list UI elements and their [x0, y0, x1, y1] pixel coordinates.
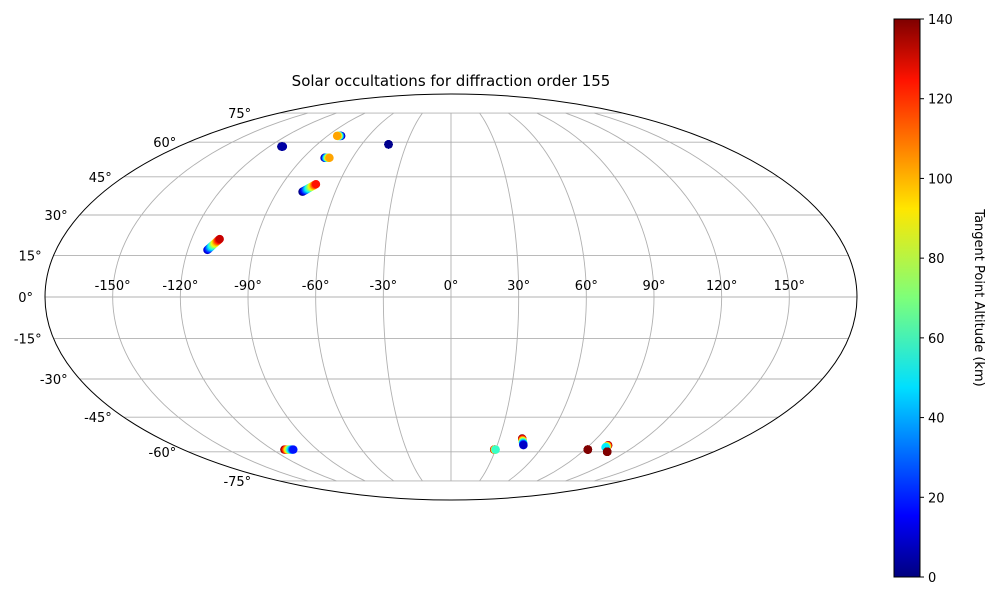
longitude-tick-label: -60°	[302, 279, 330, 294]
longitude-tick-label: 30°	[507, 279, 530, 294]
graticule	[45, 112, 857, 482]
occultation-point	[602, 447, 612, 456]
latitude-tick-label: 75°	[228, 107, 251, 122]
occultation-point	[332, 131, 342, 141]
occultation-point	[519, 441, 528, 450]
longitude-tick-label: -120°	[162, 279, 198, 294]
longitude-tick-label: 120°	[706, 279, 737, 294]
colorbar-tick-label: 120	[928, 93, 953, 108]
latitude-tick-label: 30°	[45, 209, 68, 224]
chart-title: Solar occultations for diffraction order…	[292, 72, 611, 90]
longitude-tick-label: -30°	[369, 279, 397, 294]
latitude-tick-label: 0°	[18, 291, 33, 306]
colorbar-tick-label: 0	[928, 571, 936, 586]
occultation-point	[278, 142, 288, 151]
longitude-tick-label: -90°	[234, 279, 262, 294]
latitude-tick-label: -30°	[40, 373, 68, 388]
occultation-point	[384, 140, 393, 149]
longitude-tick-label: 0°	[444, 279, 459, 294]
tick-labels: -150° -120° -90° -60° -30° 0° 30° 60° 90° 120° 150…	[14, 107, 805, 490]
colorbar-gradient	[893, 18, 921, 578]
occultation-tracks	[203, 131, 613, 456]
colorbar-label: Tangent Point Altitude (km)	[971, 208, 986, 386]
occultation-point	[325, 153, 334, 163]
latitude-tick-label: 15°	[19, 249, 42, 264]
colorbar-tick-label: 40	[928, 412, 945, 427]
colorbar-ticks: 0 20 40 60 80 100 120 140	[920, 13, 953, 586]
colorbar-tick-label: 20	[928, 491, 945, 506]
latitude-tick-label: 60°	[153, 136, 176, 151]
occultation-point	[491, 445, 500, 454]
colorbar-tick-label: 60	[928, 332, 945, 347]
occultation-point	[289, 445, 298, 454]
occultation-point	[583, 445, 593, 454]
latitude-tick-label: -60°	[149, 446, 177, 461]
occultation-point	[311, 180, 321, 189]
longitude-tick-label: 90°	[642, 279, 665, 294]
colorbar-tick-label: 140	[928, 13, 953, 28]
latitude-tick-label: -15°	[14, 333, 42, 348]
longitude-tick-label: 150°	[774, 279, 805, 294]
map-area	[44, 93, 858, 501]
longitude-tick-label: -150°	[95, 279, 131, 294]
longitude-tick-label: 60°	[575, 279, 598, 294]
map-boundary	[44, 93, 858, 501]
colorbar-tick-label: 100	[928, 172, 953, 187]
colorbar: 0 20 40 60 80 100 120 140 Tangent Point Altitud…	[893, 13, 986, 586]
latitude-tick-label: -75°	[223, 475, 251, 490]
latitude-tick-label: 45°	[89, 171, 112, 186]
occultation-point	[215, 234, 224, 244]
latitude-tick-label: -45°	[84, 411, 112, 426]
colorbar-tick-label: 80	[928, 252, 945, 267]
